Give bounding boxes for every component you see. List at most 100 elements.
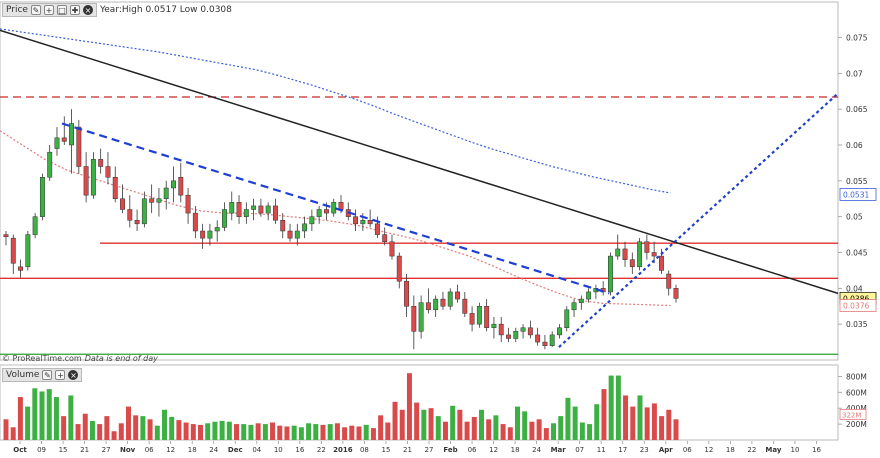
x-tick-label: 22 — [747, 446, 756, 454]
price-label-box — [839, 299, 877, 312]
volume-bar — [651, 403, 657, 440]
candle-body — [637, 241, 643, 268]
volume-bar — [356, 426, 362, 440]
price-label-box — [839, 188, 877, 201]
candle-body — [112, 177, 118, 199]
candle-body — [673, 288, 679, 299]
expand-icon[interactable]: □ — [56, 5, 67, 15]
zoom-icon[interactable]: + — [43, 5, 54, 15]
x-tick-label: 06 — [683, 446, 692, 454]
volume-bar — [572, 406, 578, 440]
x-tick-label: 10 — [790, 446, 799, 454]
candle-body — [425, 302, 431, 311]
candle-body — [69, 123, 74, 146]
volume-bar — [10, 427, 16, 440]
candle-body — [10, 237, 16, 264]
candle-body — [520, 327, 526, 332]
volume-bar — [615, 375, 621, 440]
volume-panel-title: Volume — [6, 370, 40, 380]
x-tick-label: 12 — [704, 446, 713, 454]
candle-body — [353, 216, 359, 225]
x-tick-label: 23 — [640, 446, 649, 454]
candle-body — [484, 306, 490, 328]
volume-panel-tab[interactable]: Volume ✎ + × — [2, 368, 83, 382]
candle-body — [32, 216, 38, 235]
candle-body — [542, 341, 548, 346]
volume-bar — [25, 406, 31, 440]
candle-body — [557, 327, 562, 336]
volume-bar — [306, 423, 312, 440]
close-icon[interactable]: × — [68, 370, 79, 380]
volume-bar — [198, 424, 204, 440]
price-label: 0.0376 — [843, 302, 869, 311]
moving-average-line — [0, 28, 671, 194]
candle-body — [120, 198, 125, 210]
candle-body — [433, 298, 439, 311]
candle-body — [54, 137, 60, 149]
x-tick-label: 11 — [597, 446, 606, 454]
candle-body — [396, 255, 402, 282]
volume-bar — [277, 425, 283, 440]
candle-body — [171, 180, 176, 189]
zoom-icon[interactable]: + — [55, 370, 66, 380]
wrench-icon[interactable]: ✎ — [30, 5, 41, 15]
x-tick-label: 16 — [295, 446, 304, 454]
volume-bar — [421, 409, 427, 440]
candle-body — [243, 209, 249, 217]
candle-body — [586, 291, 592, 300]
x-tick-label: 06 — [468, 446, 477, 454]
crosshair-icon[interactable]: ✚ — [69, 5, 80, 15]
x-tick-label: 18 — [726, 446, 735, 454]
candle-body — [163, 187, 169, 199]
x-tick-label: 06 — [145, 446, 154, 454]
candle-body — [302, 223, 308, 232]
candle-body — [498, 323, 504, 336]
volume-bar — [17, 397, 23, 440]
y-tick-label: 0.065 — [846, 105, 868, 114]
candle-body — [39, 177, 45, 217]
volume-bar — [212, 421, 218, 440]
x-tick-label: 21 — [80, 446, 89, 454]
moving-average-line — [0, 130, 671, 307]
x-tick-label: May — [765, 446, 781, 454]
credit-line: © ProRealTime.com Data is end of day — [2, 354, 158, 363]
x-tick-label: 10 — [274, 446, 283, 454]
candle-body — [236, 202, 242, 217]
volume-y-tick-label: 400M — [846, 404, 867, 413]
credit-note: Data is end of day — [84, 354, 158, 363]
x-tick-label: 24 — [209, 446, 218, 454]
wrench-icon[interactable]: ✎ — [42, 370, 53, 380]
volume-bar — [284, 426, 290, 440]
volume-bar — [565, 397, 571, 440]
volume-bar — [478, 409, 484, 440]
candle-body — [658, 255, 664, 271]
volume-bar — [39, 391, 45, 440]
trendline — [61, 122, 610, 295]
close-icon[interactable]: × — [82, 5, 93, 15]
candle-body — [615, 248, 621, 257]
volume-bar — [551, 423, 557, 440]
candle-body — [608, 255, 613, 293]
candle-body — [273, 205, 278, 221]
volume-bar — [125, 406, 131, 440]
price-panel-tab[interactable]: Price ✎ + □ ✚ × — [2, 3, 97, 17]
volume-bar — [32, 388, 38, 440]
volume-bar — [89, 420, 95, 440]
x-tick-label: Oct — [13, 446, 27, 454]
volume-bar — [97, 424, 103, 440]
volume-bar — [543, 428, 549, 440]
price-label: 0.0386 — [843, 294, 869, 303]
volume-bar — [219, 420, 225, 440]
x-tick-label: 07 — [575, 446, 584, 454]
volume-bar — [594, 404, 600, 440]
candle-body — [469, 313, 475, 325]
candle-body — [185, 194, 191, 214]
x-tick-label: 15 — [381, 446, 390, 454]
candle-body — [18, 266, 24, 271]
volume-bar — [255, 423, 261, 440]
volume-bar — [385, 422, 391, 440]
candle-body — [644, 241, 650, 253]
candle-body — [447, 291, 453, 307]
